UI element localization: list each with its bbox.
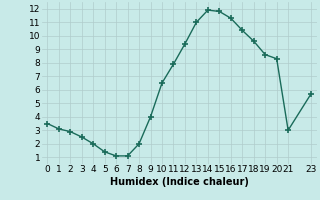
X-axis label: Humidex (Indice chaleur): Humidex (Indice chaleur): [110, 177, 249, 187]
